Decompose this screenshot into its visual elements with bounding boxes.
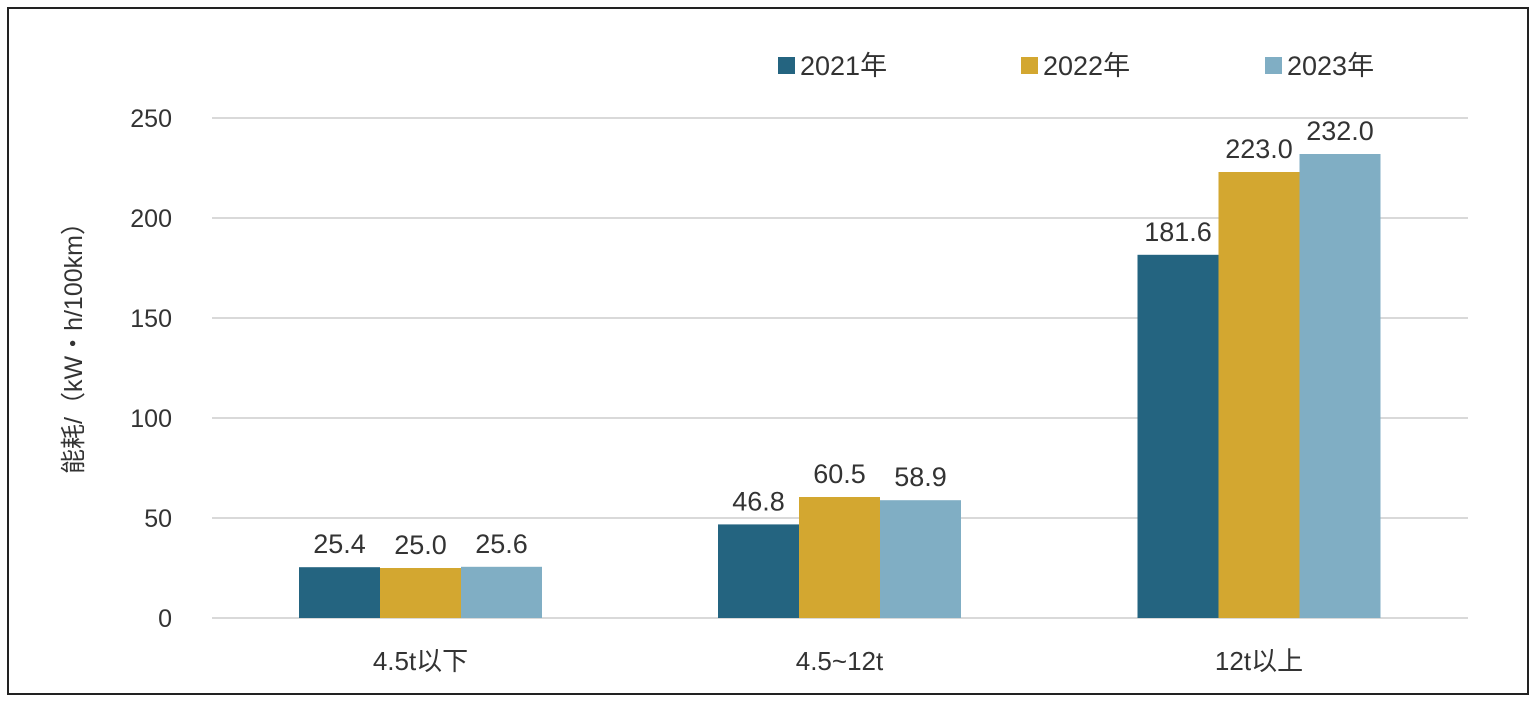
legend-label: 2021年 <box>800 51 887 81</box>
y-tick-label: 150 <box>130 305 172 333</box>
data-label: 181.6 <box>1144 217 1212 247</box>
data-labels: 25.4 46.8 181.6 25.0 60.5 223.0 25.6 58.9 232.0 <box>313 116 1374 560</box>
legend: 2021年 2022年 2023年 <box>778 51 1374 81</box>
legend-swatch <box>1265 57 1282 74</box>
x-category-label: 4.5t以下 <box>373 646 468 676</box>
legend-swatch <box>778 57 795 74</box>
data-label: 60.5 <box>813 459 866 489</box>
y-axis-ticks: 0 50 100 150 200 250 <box>130 105 172 633</box>
data-label: 58.9 <box>894 462 947 492</box>
legend-label: 2022年 <box>1043 51 1130 81</box>
x-axis-categories: 4.5t以下 4.5~12t 12t以上 <box>373 646 1303 676</box>
legend-label: 2023年 <box>1287 51 1374 81</box>
bar <box>1137 254 1219 619</box>
x-category-label: 4.5~12t <box>796 646 884 676</box>
y-tick-label: 250 <box>130 105 172 133</box>
bar <box>1299 154 1381 618</box>
data-label: 46.8 <box>732 486 785 516</box>
bar <box>380 568 461 618</box>
y-tick-label: 50 <box>144 505 172 533</box>
bar <box>299 567 380 618</box>
bar <box>1218 172 1300 618</box>
x-category-label: 12t以上 <box>1215 646 1303 676</box>
y-axis-title: 能耗/（kW・h/100km） <box>60 210 88 474</box>
data-label: 25.6 <box>475 529 528 559</box>
bars <box>299 154 1381 619</box>
data-label: 25.4 <box>313 529 366 559</box>
y-tick-label: 0 <box>158 605 172 633</box>
data-label: 25.0 <box>394 530 447 560</box>
bar <box>799 497 880 618</box>
bar <box>880 500 961 618</box>
y-tick-label: 100 <box>130 405 172 433</box>
bar <box>461 566 542 618</box>
y-tick-label: 200 <box>130 205 172 233</box>
bar <box>718 524 799 618</box>
data-label: 232.0 <box>1306 116 1374 146</box>
data-label: 223.0 <box>1225 134 1293 164</box>
legend-swatch <box>1021 57 1038 74</box>
